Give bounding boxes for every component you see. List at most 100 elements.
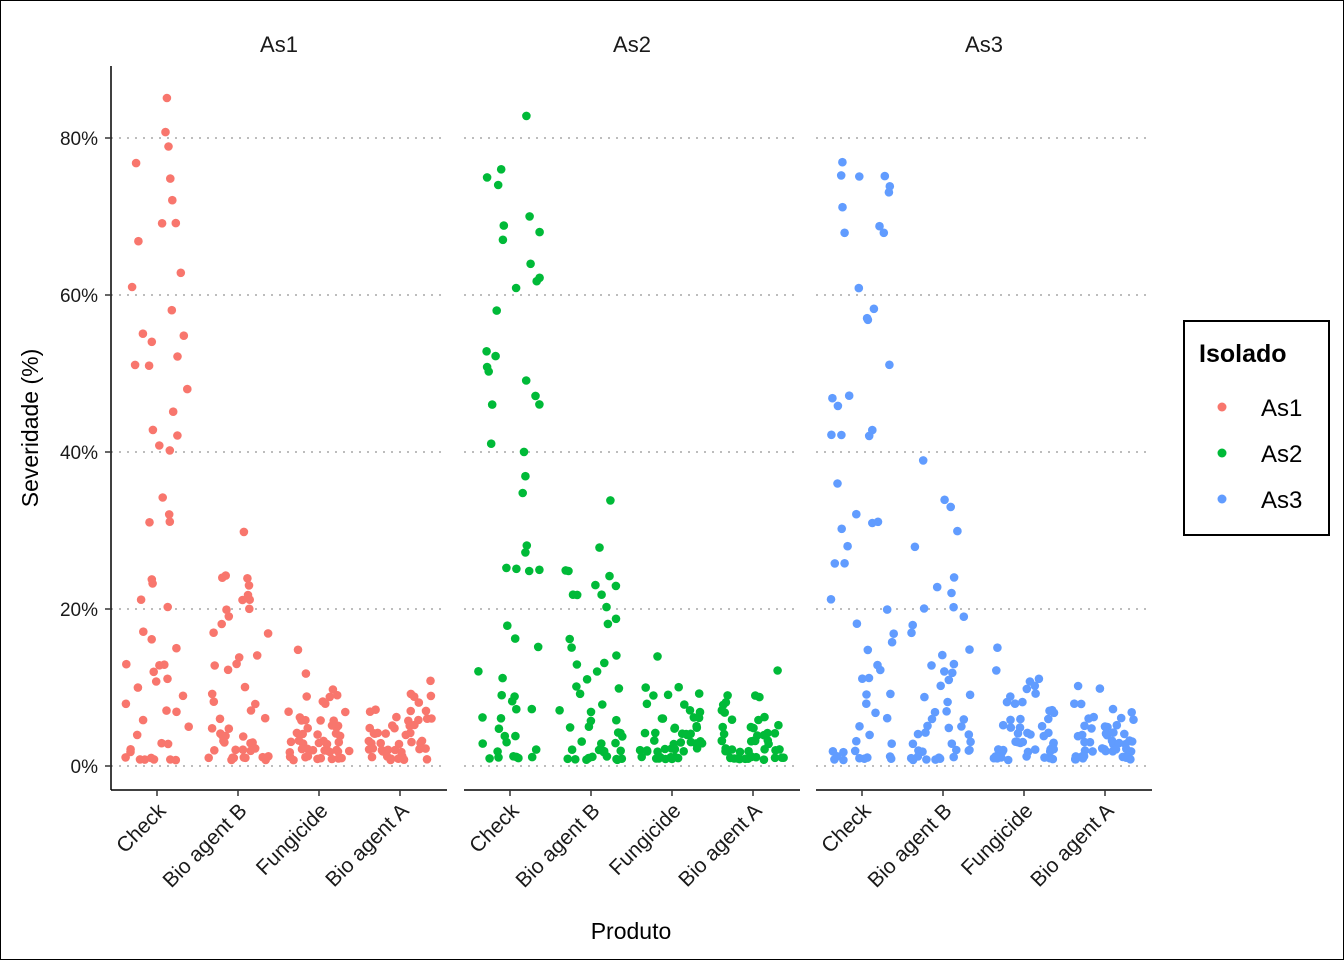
- data-point: [751, 691, 760, 700]
- data-point: [927, 661, 936, 670]
- data-point: [240, 682, 250, 692]
- data-point: [837, 524, 846, 534]
- data-point: [381, 729, 391, 738]
- data-point: [673, 753, 683, 763]
- data-point: [327, 721, 337, 730]
- data-point: [1108, 704, 1118, 714]
- data-point: [943, 697, 952, 707]
- data-point: [616, 728, 625, 738]
- x-tick-label: Bio agent A: [1026, 799, 1118, 891]
- data-point: [592, 667, 602, 676]
- data-point: [760, 745, 769, 754]
- data-point: [222, 605, 231, 614]
- data-point: [484, 367, 494, 376]
- data-point: [637, 752, 646, 762]
- data-point: [535, 400, 544, 409]
- data-point: [160, 660, 169, 669]
- data-point: [491, 351, 500, 361]
- data-point: [947, 588, 956, 598]
- data-point: [478, 739, 488, 748]
- data-point: [234, 653, 244, 662]
- data-point: [611, 581, 621, 591]
- data-point: [844, 391, 854, 401]
- data-point: [602, 602, 611, 612]
- data-point: [685, 706, 695, 715]
- data-point: [591, 580, 600, 590]
- data-point: [719, 729, 729, 739]
- data-point: [1016, 714, 1025, 724]
- data-point: [852, 509, 861, 519]
- data-point: [1097, 744, 1107, 753]
- data-point: [603, 619, 613, 629]
- x-tick-label: Bio agent B: [511, 799, 604, 892]
- data-point: [953, 526, 962, 536]
- data-point: [555, 706, 564, 715]
- data-point: [376, 738, 386, 748]
- data-point: [1031, 689, 1040, 698]
- data-point: [1022, 752, 1031, 761]
- data-point: [399, 755, 409, 764]
- data-point: [241, 753, 250, 763]
- data-point: [524, 566, 534, 576]
- data-point: [496, 165, 506, 174]
- data-point: [371, 705, 380, 714]
- data-point: [594, 745, 604, 755]
- data-point: [1070, 699, 1079, 708]
- data-point: [774, 720, 783, 730]
- data-point: [721, 698, 731, 707]
- y-axis-title: Severidade (%): [17, 349, 43, 508]
- x-tick-label: Bio agent B: [158, 799, 251, 892]
- data-point: [920, 692, 929, 702]
- data-point: [1048, 754, 1058, 764]
- data-point: [171, 755, 181, 765]
- data-point: [991, 752, 1000, 761]
- data-point: [298, 729, 308, 739]
- data-point: [759, 755, 769, 764]
- data-point: [297, 716, 306, 725]
- data-point: [1034, 674, 1044, 684]
- data-point: [244, 581, 254, 590]
- data-point: [1022, 684, 1032, 694]
- data-point: [209, 697, 219, 706]
- data-point: [134, 236, 143, 246]
- data-point: [906, 753, 916, 763]
- data-point: [238, 595, 247, 605]
- data-point: [364, 736, 374, 746]
- data-point: [946, 502, 955, 512]
- data-point: [251, 699, 260, 709]
- data-point: [1129, 715, 1138, 724]
- data-point: [148, 425, 158, 435]
- data-point: [948, 668, 957, 678]
- y-tick-label: 0%: [71, 757, 99, 778]
- data-point: [1073, 731, 1083, 741]
- data-point: [1127, 708, 1136, 717]
- data-point: [949, 659, 959, 669]
- legend-key-as2: [1217, 448, 1227, 458]
- data-point: [133, 683, 143, 692]
- data-point: [522, 111, 531, 121]
- data-point: [1126, 747, 1136, 756]
- facet-title: As3: [965, 32, 1003, 57]
- data-point: [642, 746, 652, 755]
- data-point: [876, 665, 885, 675]
- data-point: [303, 751, 313, 761]
- data-point: [616, 746, 625, 756]
- data-point: [341, 707, 350, 717]
- data-point: [162, 706, 171, 715]
- data-point: [130, 360, 140, 370]
- data-point: [584, 722, 594, 731]
- data-point: [368, 744, 378, 753]
- data-point: [332, 690, 342, 700]
- data-point: [238, 732, 248, 741]
- data-point: [660, 744, 670, 754]
- data-point: [1109, 728, 1118, 737]
- data-point: [640, 728, 650, 738]
- data-point: [597, 590, 606, 599]
- data-point: [260, 713, 270, 723]
- data-point: [1073, 681, 1083, 691]
- y-tick-label: 80%: [60, 129, 98, 150]
- data-point: [370, 729, 380, 738]
- data-point: [146, 753, 156, 763]
- legend-box: [1183, 320, 1330, 536]
